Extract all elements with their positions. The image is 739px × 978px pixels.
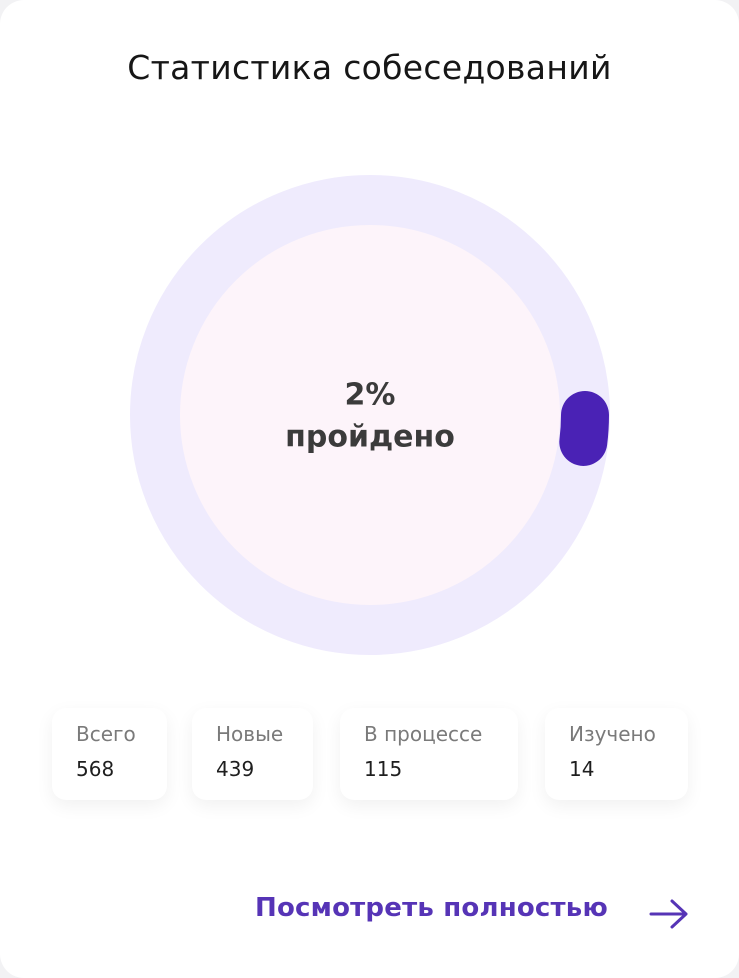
progress-ring: 2% пройдено (130, 175, 610, 655)
stat-label: Всего (76, 722, 136, 746)
stat-card: Изучено 14 (545, 708, 688, 800)
stat-label: В процессе (364, 722, 483, 746)
stat-label: Новые (216, 722, 284, 746)
arrow-icon[interactable] (648, 897, 690, 931)
ring-track (130, 175, 610, 655)
stat-value: 439 (216, 757, 255, 781)
view-all-link[interactable]: Посмотреть полностью (255, 893, 608, 923)
stat-value: 568 (76, 757, 115, 781)
stat-value: 14 (569, 757, 595, 781)
stat-label: Изучено (569, 722, 656, 746)
progress-value: 2% (345, 378, 396, 413)
progress-arc (559, 391, 609, 466)
title: Статистика собеседований (127, 48, 612, 87)
stat-card: В процессе 115 (340, 708, 518, 800)
stat-card: Всего 568 (52, 708, 167, 800)
stat-card: Новые 439 (192, 708, 313, 800)
progress-caption: пройдено (285, 420, 455, 455)
stat-value: 115 (364, 757, 403, 781)
